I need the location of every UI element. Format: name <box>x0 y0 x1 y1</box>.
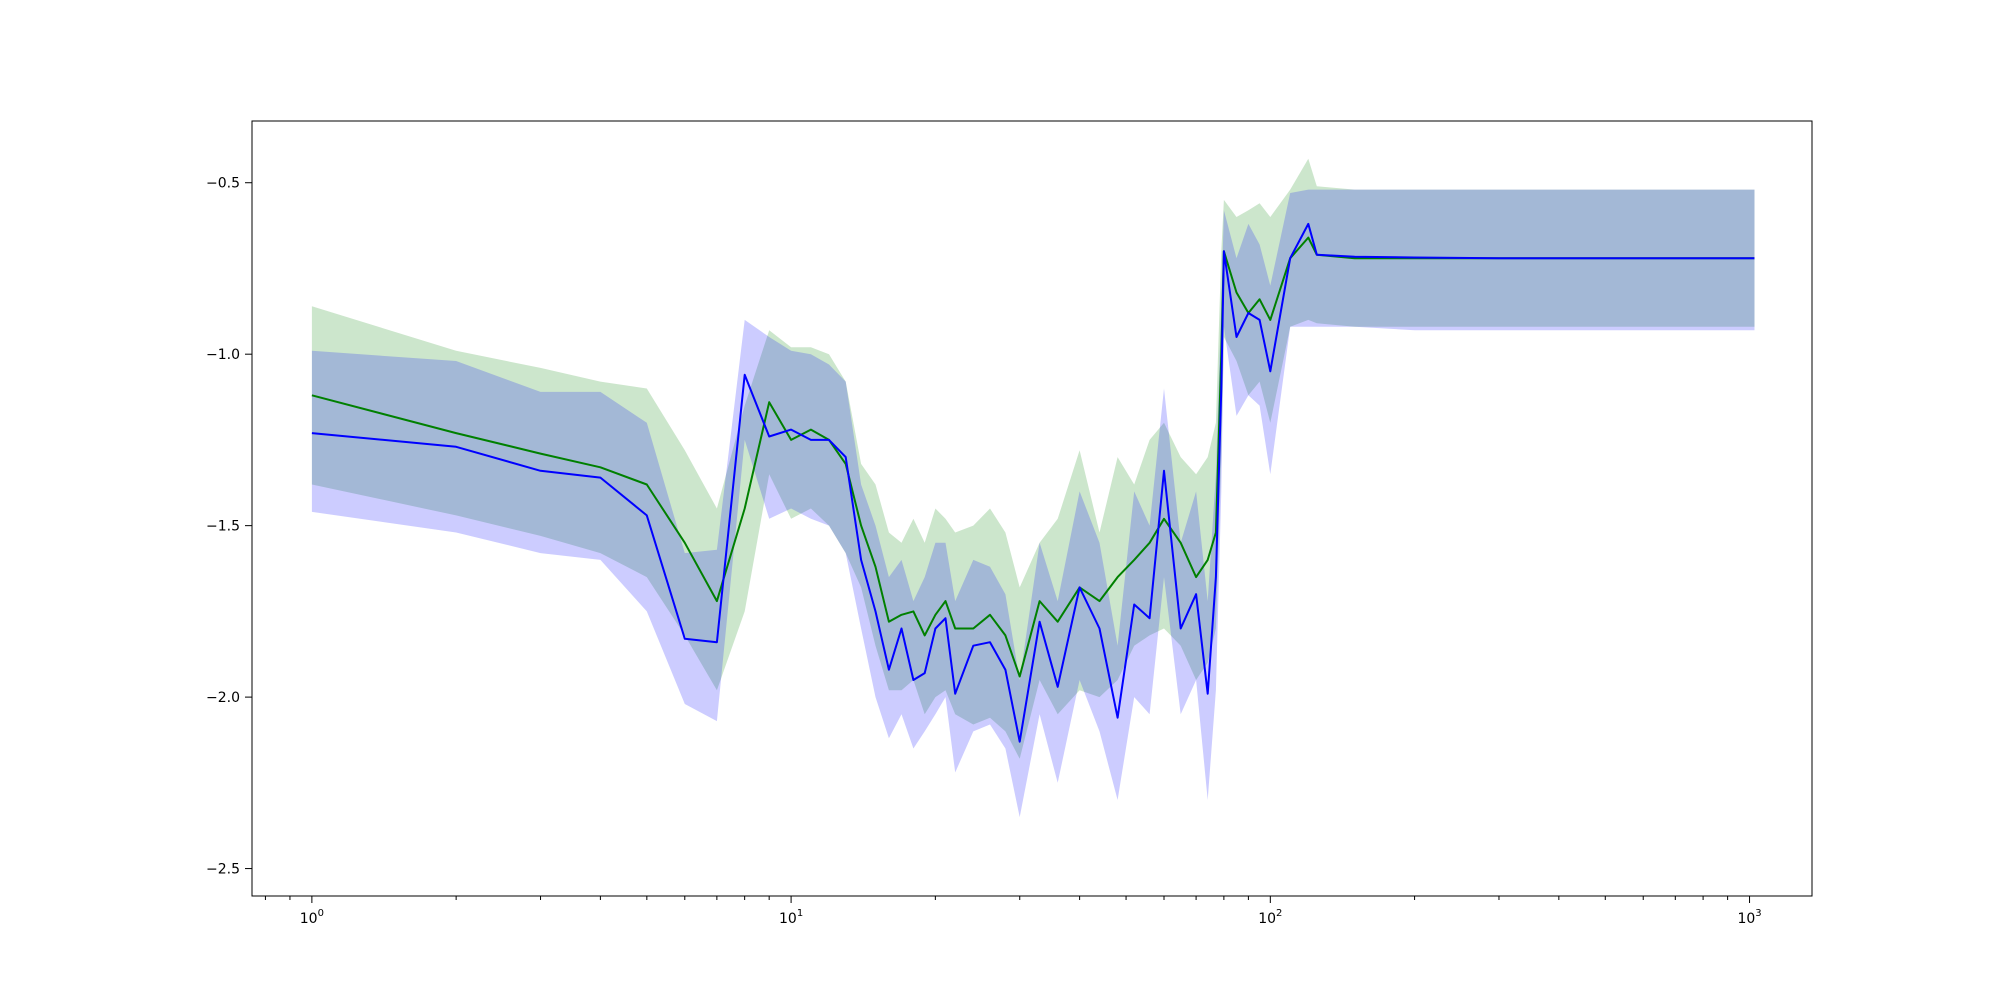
x-tick-label: 100 <box>300 908 324 927</box>
y-tick-label: −0.5 <box>206 176 240 192</box>
confidence-bands <box>311 158 1755 818</box>
series-0-line <box>311 236 1755 678</box>
y-tick-label: −1.5 <box>206 519 240 535</box>
y-tick-label: −2.0 <box>206 690 240 706</box>
y-tick-label: −1.0 <box>206 347 240 363</box>
series-lines <box>311 222 1755 743</box>
y-tick-label: −2.5 <box>206 862 240 878</box>
x-tick-label: 101 <box>779 908 803 927</box>
series-0-band <box>311 158 1755 759</box>
x-tick-label: 102 <box>1258 908 1282 927</box>
plot-frame <box>251 120 1813 897</box>
series-1-line <box>311 222 1755 743</box>
y-axis: −0.5 −1.0 −1.5 −2.0 −2.5 <box>206 176 252 878</box>
x-axis: 100 101 102 103 <box>264 896 1762 927</box>
x-tick-label: 103 <box>1737 908 1761 927</box>
series-1-band <box>311 189 1755 818</box>
